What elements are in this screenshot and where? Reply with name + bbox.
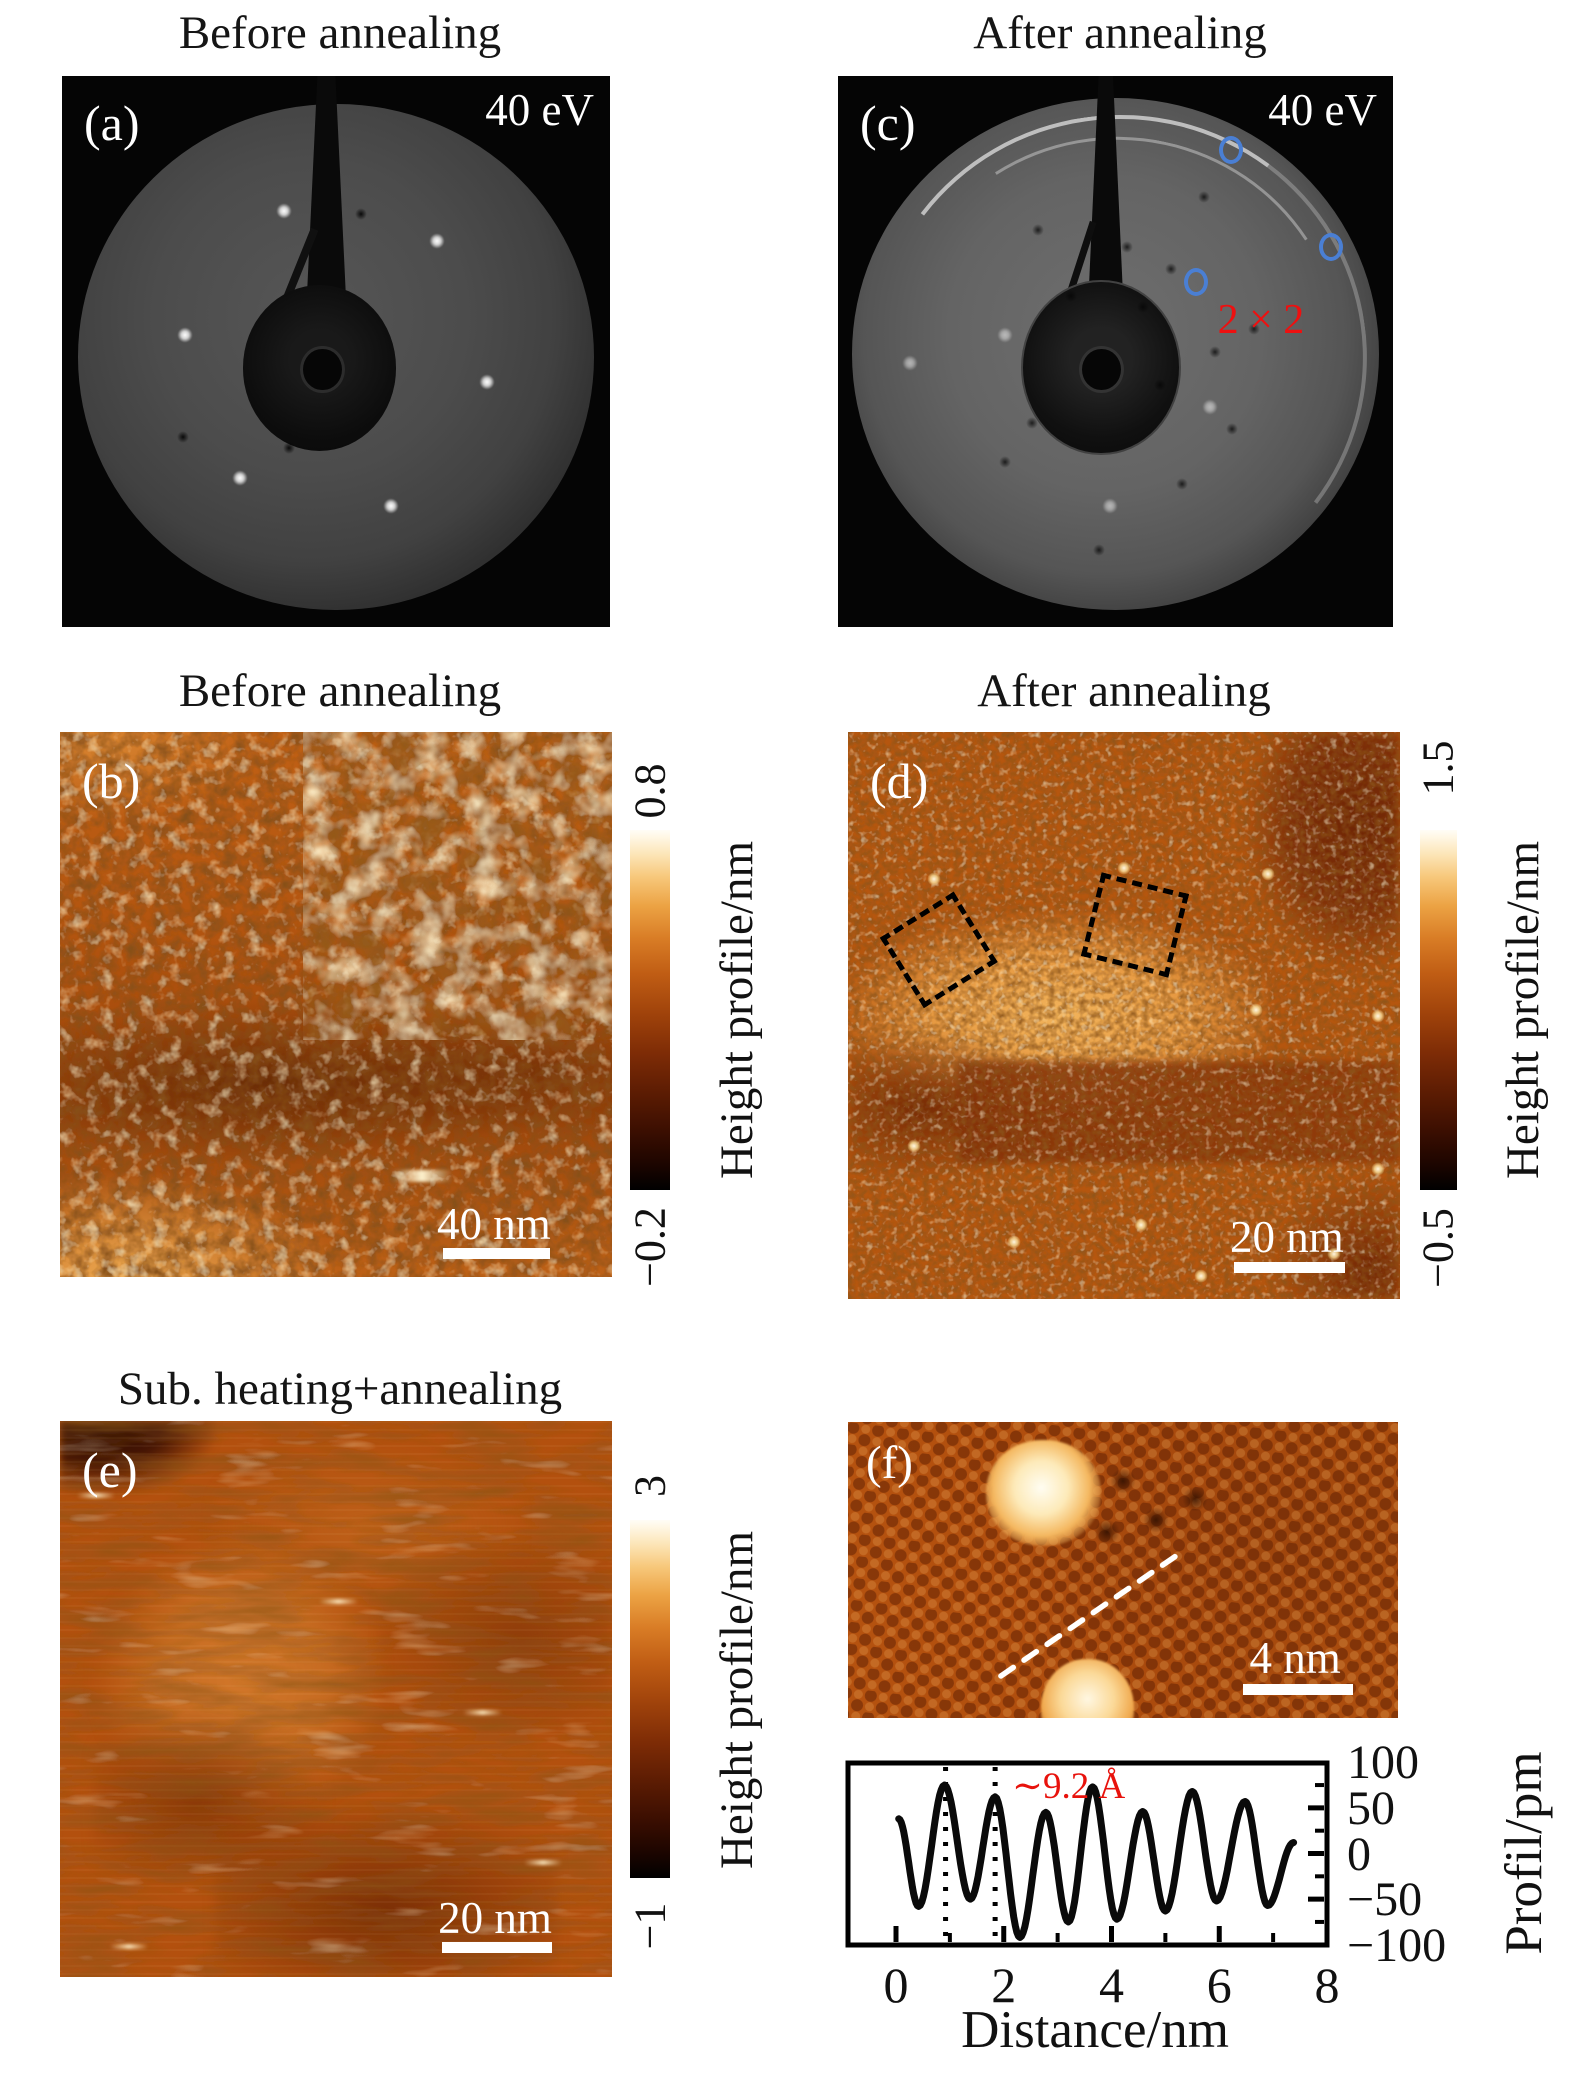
beam-energy-c: 40 eV [1268,85,1377,135]
y-tick--50: −50 [1347,1873,1423,1927]
stm-image-atomic-resolution: (f) 4 nm [848,1422,1398,1718]
profile-x-axis-label: Distance/nm [961,2001,1229,2059]
x-tick-0: 0 [883,1957,909,2013]
dark-speck [1153,378,1166,391]
scalebar-d [1234,1262,1345,1274]
scalebar-e [441,1941,552,1953]
panel-label-d: (d) [870,753,929,809]
colorbar-b [630,830,670,1190]
dark-defect [1093,1519,1120,1544]
dark-speck [354,207,367,220]
dark-speck [998,455,1011,468]
dark-defect [1143,1507,1169,1532]
diffraction-spot [383,498,399,514]
title-before-annealing-leed: Before annealing [178,7,502,59]
diffraction-spot [997,327,1012,343]
dark-speck [1209,345,1222,358]
leed-image-after-annealing: 2 × 2 (c) 40 eV [838,76,1393,627]
beam-energy-a: 40 eV [485,85,594,135]
dark-speck [1031,224,1044,237]
dark-speck [1092,543,1105,556]
dark-speck [1176,477,1189,490]
y-tick-100: 100 [1347,1736,1419,1790]
specular-beam-stop [300,345,345,394]
dark-speck [1198,191,1211,204]
profile-x-tick-labels: 0 2 4 6 8 [0,1956,1575,2026]
diffraction-spot [479,374,495,390]
bright-adsorbate-blob [985,1439,1101,1547]
title-sub-heating-annealing: Sub. heating+annealing [117,1363,563,1415]
colorbar-e [630,1520,670,1878]
panel-label-a: (a) [84,95,140,151]
scalebar-label-f: 4 nm [1249,1633,1341,1684]
scalebar-f [1242,1683,1353,1695]
panel-label-c: (c) [860,95,916,151]
dark-speck [1026,417,1039,430]
panel-label-b: (b) [82,753,141,809]
dark-speck [1065,290,1078,303]
title-before-annealing-stm: Before annealing [178,665,502,717]
profile-y-tick-labels: 100 50 0 −50 −100 [1347,0,1527,2077]
diffraction-spot [429,233,445,249]
x-tick-6: 6 [1206,1957,1232,2013]
dark-speck [1120,240,1133,253]
x-tick-2: 2 [991,1957,1017,2013]
panel-label-e: (e) [82,1442,138,1498]
scalebar-label-d: 20 nm [1229,1212,1344,1263]
diffraction-spot [232,470,248,486]
dark-defect [1181,1486,1208,1511]
periodicity-annotation: ∼9.2 Å [1012,1766,1126,1807]
specular-beam-stop [1079,345,1125,394]
diffraction-spot [1102,498,1118,514]
title-after-annealing-stm: After annealing [977,665,1271,717]
dark-speck [176,430,189,443]
spot-marker-circle [1318,232,1343,261]
leed-image-before-annealing: (a) 40 eV [62,76,610,627]
diffraction-spot [1202,399,1218,415]
superstructure-2x2-label: 2 × 2 [1217,297,1305,344]
profile-y-axis-label: Profil/pm [1495,1751,1553,1955]
spot-marker-circle [1183,268,1208,297]
x-tick-8: 8 [1314,1957,1340,2013]
y-tick-0: 0 [1347,1827,1371,1881]
scalebar-label-b: 40 nm [436,1198,551,1249]
diffraction-spot [276,203,292,219]
diffraction-spot [902,355,918,371]
scalebar-label-e: 20 nm [438,1893,552,1944]
panel-label-f: (f) [866,1437,913,1489]
y-tick-50: 50 [1347,1781,1395,1835]
dark-speck [1137,301,1150,314]
dark-speck [283,441,296,454]
diffraction-spot [177,327,193,343]
spot-marker-circle [1218,135,1243,164]
scalebar-b [443,1247,551,1259]
colorbar-d [1420,830,1457,1190]
dark-defect [1110,1469,1136,1494]
x-tick-4: 4 [1099,1957,1124,2013]
title-after-annealing-leed: After annealing [973,7,1267,59]
dark-speck [1248,323,1261,336]
y-tick--100: −100 [1347,1918,1447,1972]
dark-speck [1165,262,1177,275]
dark-speck [1226,422,1239,435]
